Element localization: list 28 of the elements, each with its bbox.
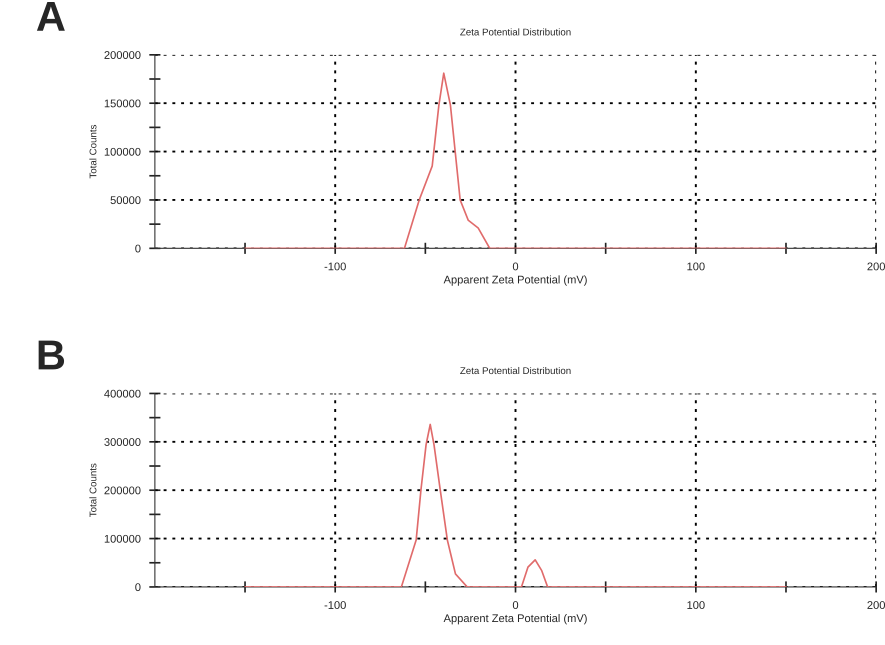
text: B xyxy=(38,340,64,370)
y-tick-label: 400000 xyxy=(104,390,141,398)
y-tick-label: 0 xyxy=(135,244,141,252)
y-axis-title: Total Counts xyxy=(89,464,96,517)
y-tick-label: 0 xyxy=(135,583,141,592)
text: A xyxy=(36,2,65,31)
x-tick-label: 200 xyxy=(867,601,885,609)
y-tick-label: 200000 xyxy=(104,486,141,494)
line-series xyxy=(244,72,787,248)
x-tick-label: 0 xyxy=(512,262,518,270)
y-tick-label: 100000 xyxy=(104,148,141,156)
y-tick-label: 200000 xyxy=(104,51,141,59)
x-axis-title: Apparent Zeta Potential (mV) xyxy=(444,275,587,286)
chart-title: Zeta Potential Distribution xyxy=(460,28,571,36)
line-series xyxy=(244,424,787,587)
x-tick-label: 100 xyxy=(687,262,705,270)
x-axis-title: Apparent Zeta Potential (mV) xyxy=(444,614,587,624)
y-tick-label: 300000 xyxy=(104,438,141,446)
x-tick-label: 200 xyxy=(867,262,885,270)
y-tick-label: 100000 xyxy=(104,534,141,543)
x-tick-label: -100 xyxy=(324,262,346,270)
y-tick-label: 150000 xyxy=(104,99,141,108)
chart-title: Zeta Potential Distribution xyxy=(460,366,571,374)
x-tick-label: 100 xyxy=(687,601,705,609)
y-tick-label: 50000 xyxy=(110,196,141,204)
x-tick-label: -100 xyxy=(324,601,346,609)
x-tick-label: 0 xyxy=(512,601,518,609)
y-axis-title: Total Counts xyxy=(89,124,96,178)
